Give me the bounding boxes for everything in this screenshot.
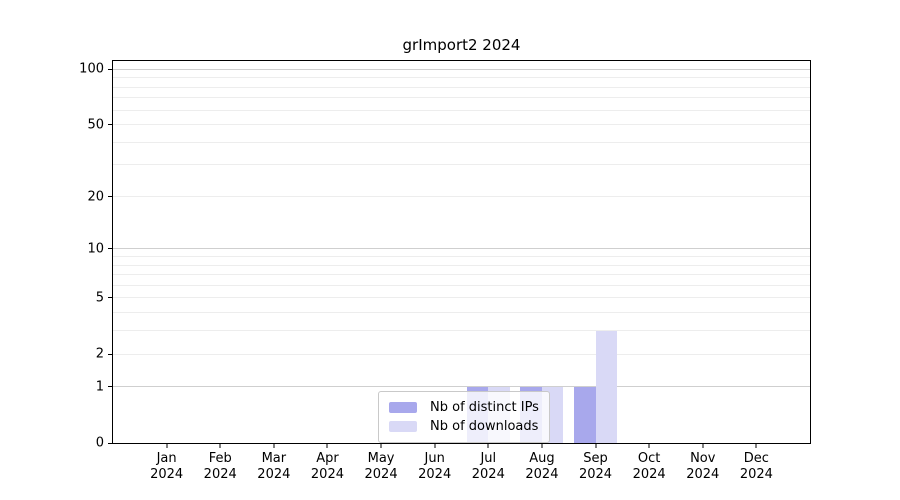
x-tick-May (380, 443, 382, 448)
x-tick-Apr (326, 443, 328, 448)
gridline-y-50 (113, 124, 810, 126)
x-tick-Oct (648, 443, 650, 448)
y-tick-100 (108, 68, 113, 70)
x-tick-Jan (166, 443, 168, 448)
y-tick-label-20: 20 (87, 189, 104, 205)
gridline-y-30 (113, 164, 810, 166)
gridline-y-100 (113, 68, 810, 70)
gridline-y-10 (113, 248, 810, 250)
legend-swatch-downloads (389, 421, 417, 432)
legend-item-distinct-ips: Nb of distinct IPs (389, 400, 539, 415)
gridline-y-20 (113, 196, 810, 198)
gridline-y-60 (113, 109, 810, 111)
y-tick-label-2: 2 (95, 346, 104, 362)
y-tick-label-50: 50 (87, 117, 104, 133)
x-tick-label-Nov: Nov 2024 (686, 451, 720, 482)
y-tick-10 (108, 248, 113, 250)
y-tick-label-0: 0 (95, 435, 104, 451)
x-tick-label-Feb: Feb 2024 (203, 451, 237, 482)
y-tick-50 (108, 124, 113, 126)
bar-downloads-Sep (595, 330, 618, 443)
x-tick-label-Jul: Jul 2024 (471, 451, 505, 482)
y-tick-0 (108, 442, 113, 444)
y-tick-label-100: 100 (79, 61, 104, 77)
gridline-y-70 (113, 97, 810, 99)
legend: Nb of distinct IPs Nb of downloads (378, 391, 550, 443)
x-tick-label-Jun: Jun 2024 (418, 451, 452, 482)
x-tick-label-Dec: Dec 2024 (739, 451, 773, 482)
gridline-y-40 (113, 141, 810, 143)
legend-swatch-distinct-ips (389, 402, 417, 413)
gridline-y-1 (113, 386, 810, 388)
gridline-y-2 (113, 353, 810, 355)
x-tick-label-Aug: Aug 2024 (525, 451, 559, 482)
gridline-y-6 (113, 284, 810, 286)
legend-label-distinct-ips: Nb of distinct IPs (430, 400, 539, 415)
x-tick-Dec (755, 443, 757, 448)
gridline-y-8 (113, 264, 810, 266)
y-tick-2 (108, 353, 113, 355)
x-tick-Jul (487, 443, 489, 448)
x-tick-Aug (541, 443, 543, 448)
y-tick-label-10: 10 (87, 241, 104, 257)
y-tick-label-1: 1 (95, 379, 104, 395)
x-tick-label-May: May 2024 (364, 451, 398, 482)
gridline-y-80 (113, 86, 810, 88)
gridline-y-5 (113, 297, 810, 299)
gridline-y-90 (113, 77, 810, 79)
x-tick-Nov (702, 443, 704, 448)
gridline-y-4 (113, 312, 810, 314)
x-tick-label-Sep: Sep 2024 (578, 451, 613, 482)
legend-item-downloads: Nb of downloads (389, 419, 539, 434)
x-tick-Mar (273, 443, 275, 448)
x-tick-label-Apr: Apr 2024 (310, 451, 344, 482)
x-tick-label-Jan: Jan 2024 (150, 451, 184, 482)
x-tick-Sep (595, 443, 597, 448)
x-tick-Jun (434, 443, 436, 448)
x-tick-label-Mar: Mar 2024 (257, 451, 291, 482)
gridline-y-7 (113, 274, 810, 276)
plot-area: 100 50 20 10 5 2 1 0 Jan 2024 Feb 2024 Mar 2024 Ap… (79, 60, 811, 482)
x-tick-label-Oct: Oct 2024 (632, 451, 666, 482)
x-tick-Feb (219, 443, 221, 448)
gridline-y-9 (113, 256, 810, 258)
y-tick-20 (108, 196, 113, 198)
chart-title: grImport2 2024 (402, 36, 521, 54)
gridline-y-3 (113, 330, 810, 332)
y-tick-1 (108, 386, 113, 388)
bar-distinct-ips-Sep (574, 386, 596, 443)
y-tick-5 (108, 297, 113, 299)
legend-label-downloads: Nb of downloads (430, 419, 539, 434)
y-tick-label-5: 5 (95, 290, 104, 306)
